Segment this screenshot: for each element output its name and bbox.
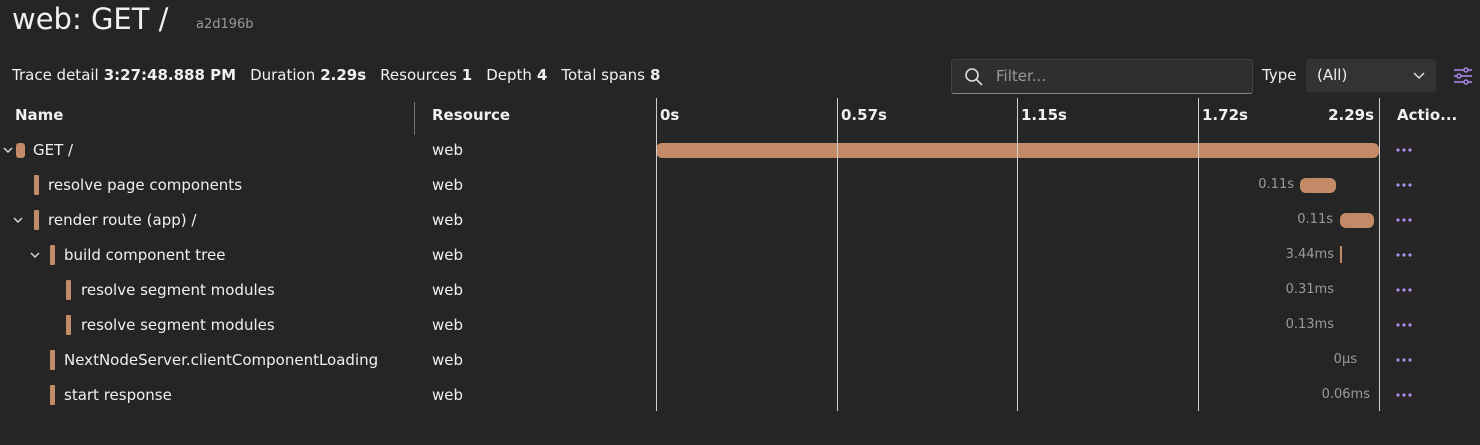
filter-placeholder: Filter...: [996, 67, 1047, 85]
search-icon: [965, 68, 983, 86]
summary-value: 4: [536, 66, 548, 84]
timeline-divider: [1198, 98, 1199, 411]
timeline-divider: [1017, 98, 1018, 411]
column-header[interactable]: Actio...: [1397, 106, 1458, 124]
span-resource: web: [432, 351, 464, 369]
page-title: web: GET /: [12, 2, 169, 36]
actions-button[interactable]: [1396, 217, 1414, 223]
span-name[interactable]: start response: [64, 386, 172, 404]
span-marker: [66, 315, 71, 335]
summary-label: Depth: [486, 66, 532, 84]
summary-value: 2.29s: [320, 66, 367, 84]
span-duration: 0.11s: [1297, 212, 1333, 227]
filter-input[interactable]: Filter...: [951, 59, 1253, 94]
actions-button[interactable]: [1396, 147, 1414, 153]
column-header[interactable]: Resource: [432, 106, 511, 124]
span-duration: 0.31ms: [1285, 282, 1334, 297]
span-duration: 3.44ms: [1285, 247, 1334, 262]
summary-value: 1: [461, 66, 473, 84]
span-resource: web: [432, 176, 464, 194]
timeline-divider: [1379, 98, 1380, 411]
span-name[interactable]: render route (app) /: [48, 211, 197, 229]
trace-id: a2d196b: [196, 17, 254, 32]
summary-label: Resources: [380, 66, 457, 84]
span-resource: web: [432, 211, 464, 229]
span-name[interactable]: build component tree: [64, 246, 226, 264]
span-marker: [34, 210, 39, 230]
summary: Trace detail 3:27:48.888 PM Duration 2.29s R…: [12, 65, 660, 85]
settings-icon[interactable]: [1453, 66, 1473, 86]
actions-button[interactable]: [1396, 322, 1414, 328]
summary-item: Depth 4: [486, 65, 547, 85]
timeline-tick: 1.15s: [1021, 106, 1067, 124]
actions-button[interactable]: [1396, 357, 1414, 363]
timeline-tick: 0s: [660, 106, 680, 124]
summary-value: 3:27:48.888 PM: [103, 66, 237, 84]
span-name[interactable]: GET /: [33, 141, 74, 159]
span-name[interactable]: resolve segment modules: [81, 316, 275, 334]
timeline-divider: [656, 98, 657, 411]
resource-icon: [16, 143, 25, 158]
actions-button[interactable]: [1396, 182, 1414, 188]
timeline-divider: [837, 98, 838, 411]
span-marker: [50, 350, 55, 370]
column-divider: [414, 102, 415, 135]
summary-value: 8: [650, 66, 661, 84]
type-value: (All): [1317, 66, 1348, 84]
summary-label: Total spans: [561, 66, 645, 84]
summary-item: Resources 1: [380, 65, 472, 85]
span-name[interactable]: NextNodeServer.clientComponentLoading: [64, 351, 379, 369]
expand-chevron[interactable]: [2, 147, 14, 155]
span-duration: 0.13ms: [1285, 317, 1334, 332]
span-resource: web: [432, 246, 464, 264]
span-bar: [1340, 213, 1374, 228]
actions-button[interactable]: [1396, 392, 1414, 398]
span-marker: [34, 175, 39, 195]
span-resource: web: [432, 316, 464, 334]
expand-chevron[interactable]: [12, 217, 24, 225]
span-marker: [66, 280, 71, 300]
span-resource: web: [432, 281, 464, 299]
span-resource: web: [432, 386, 464, 404]
summary-label: Duration: [250, 66, 316, 84]
column-header[interactable]: Name: [15, 106, 64, 124]
span-duration: 0.06ms: [1321, 387, 1370, 402]
span-resource: web: [432, 141, 464, 159]
expand-chevron[interactable]: [29, 252, 41, 260]
summary-item: Trace detail 3:27:48.888 PM: [12, 65, 236, 85]
summary-item: Total spans 8: [561, 65, 660, 85]
span-marker: [50, 385, 55, 405]
actions-button[interactable]: [1396, 287, 1414, 293]
span-bar: [1300, 178, 1336, 193]
span-marker: [50, 245, 55, 265]
span-name[interactable]: resolve page components: [48, 176, 243, 194]
chevron: [1413, 72, 1425, 80]
timeline-tick: 2.29s: [1328, 106, 1374, 124]
span-duration: 0.11s: [1258, 177, 1294, 192]
span-duration: 0µs: [1333, 352, 1357, 367]
timeline-tick: 0.57s: [841, 106, 887, 124]
span-name[interactable]: resolve segment modules: [81, 281, 275, 299]
type-label: Type: [1262, 66, 1297, 84]
actions-button[interactable]: [1396, 252, 1414, 258]
span-bar: [1340, 246, 1342, 263]
summary-item: Duration 2.29s: [250, 65, 366, 85]
timeline-tick: 1.72s: [1202, 106, 1248, 124]
type-select[interactable]: (All): [1306, 59, 1436, 92]
summary-label: Trace detail: [12, 66, 99, 84]
